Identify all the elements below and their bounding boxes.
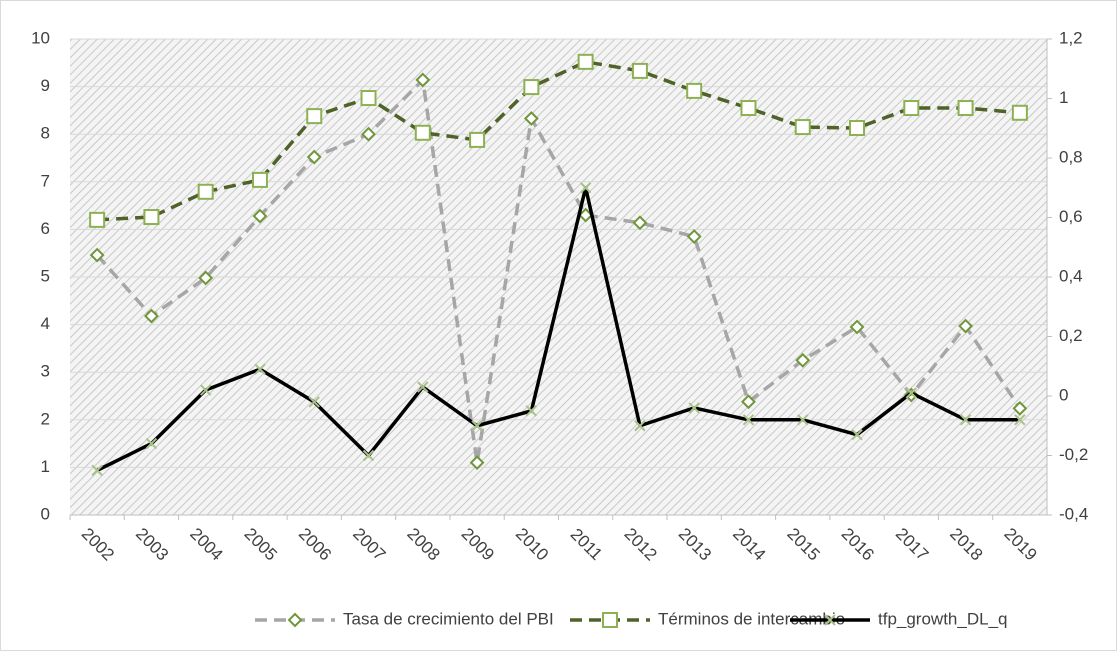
legend-label: tfp_growth_DL_q: [878, 609, 1007, 628]
marker: [903, 100, 920, 117]
marker: [469, 455, 485, 471]
y2-tick-label: 0,6: [1059, 207, 1083, 226]
marker: [905, 387, 918, 399]
marker: [198, 270, 214, 286]
marker: [579, 182, 592, 194]
legend-marker: [287, 612, 303, 628]
marker: [1012, 400, 1028, 416]
marker: [89, 211, 106, 228]
marker: [197, 183, 214, 200]
marker: [686, 82, 703, 99]
y2-tick-label: 1: [1059, 88, 1068, 107]
legend-label: Términos de intercambio: [658, 609, 845, 628]
marker: [525, 405, 538, 417]
marker: [91, 464, 103, 477]
y2-tick-label: 0: [1059, 385, 1068, 404]
y-tick-label: 4: [41, 314, 50, 333]
y2-tick-label: -0,4: [1059, 504, 1088, 523]
series-line: [95, 78, 1022, 465]
marker: [417, 381, 429, 393]
marker: [143, 209, 160, 226]
marker: [957, 100, 974, 117]
y-tick-label: 0: [41, 504, 50, 523]
y-tick-label: 7: [41, 171, 50, 190]
marker: [634, 420, 646, 432]
marker: [306, 149, 322, 165]
marker: [523, 111, 539, 126]
marker: [469, 131, 486, 148]
marker: [849, 120, 866, 137]
marker: [849, 319, 865, 335]
marker: [959, 414, 972, 426]
y-tick-label: 5: [41, 266, 50, 285]
legend-label: Tasa de crecimiento del PBI: [343, 609, 554, 628]
marker: [308, 396, 320, 408]
y2-tick-label: 0,8: [1059, 147, 1083, 166]
legend-marker: [602, 612, 618, 628]
marker: [306, 108, 323, 125]
marker: [415, 72, 431, 88]
marker: [144, 308, 159, 324]
marker: [252, 208, 268, 224]
y2-tick-label: -0,2: [1059, 445, 1088, 464]
marker: [851, 428, 863, 441]
marker: [1014, 414, 1026, 426]
y-tick-label: 3: [41, 362, 50, 381]
marker: [251, 171, 268, 188]
series-line: [96, 186, 1020, 472]
marker: [742, 414, 755, 426]
marker: [360, 90, 377, 107]
marker: [577, 53, 594, 70]
y2-tick-label: 0,4: [1059, 266, 1083, 285]
marker: [686, 229, 702, 244]
y-tick-label: 8: [41, 124, 50, 143]
marker: [794, 119, 811, 136]
marker: [254, 363, 266, 375]
series-line: [97, 60, 1021, 222]
marker: [688, 402, 700, 414]
marker: [361, 126, 376, 142]
marker: [958, 318, 973, 334]
legend-marker: [824, 614, 836, 626]
marker: [632, 215, 648, 231]
marker: [199, 384, 212, 396]
marker: [471, 420, 483, 432]
marker: [414, 124, 431, 141]
y-tick-label: 6: [41, 219, 50, 238]
y-tick-label: 2: [41, 409, 50, 428]
y2-tick-label: 0,2: [1059, 326, 1083, 345]
marker: [1011, 104, 1028, 121]
marker: [89, 247, 105, 263]
marker: [741, 394, 756, 410]
y-tick-label: 9: [41, 76, 50, 95]
y2-tick-label: 1,2: [1059, 28, 1083, 47]
marker: [631, 62, 648, 79]
y-tick-label: 1: [41, 457, 50, 476]
marker: [797, 414, 809, 426]
marker: [145, 437, 158, 450]
marker: [740, 100, 757, 117]
marker: [362, 449, 375, 462]
marker: [795, 352, 811, 368]
y-tick-label: 10: [31, 28, 50, 47]
marker: [523, 79, 540, 96]
